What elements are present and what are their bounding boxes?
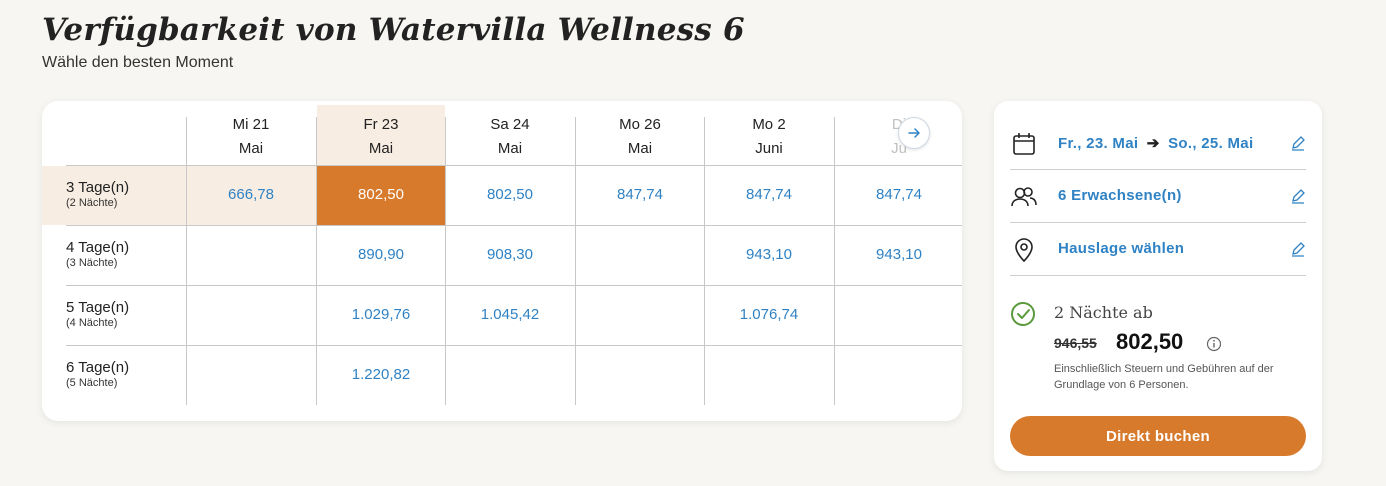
calendar-icon <box>1013 133 1035 155</box>
tax-note: Einschließlich Steuern und Gebühren auf … <box>1054 363 1274 391</box>
row-label-3-tage: 3 Tage(n) (2 Nächte) <box>66 179 130 209</box>
nights-label: 2 Nächte ab <box>1054 303 1153 322</box>
edit-pencil-icon[interactable] <box>1290 135 1306 151</box>
booking-summary-card: Fr., 23. Mai ➔ So., 25. Mai 6 Erwachsene… <box>994 101 1322 471</box>
date-from: Fr., 23. Mai <box>1058 135 1139 152</box>
arrow-icon: ➔ <box>1146 135 1160 152</box>
price-cell[interactable]: 847,74 <box>876 186 922 203</box>
price-cell[interactable]: 1.029,76 <box>351 306 411 323</box>
info-icon[interactable] <box>1206 336 1222 352</box>
date-to: So., 25. Mai <box>1168 135 1254 152</box>
old-price: 946,55 <box>1054 335 1097 351</box>
page-title: Verfügbarkeit von Watervilla Wellness 6 <box>42 12 745 48</box>
people-icon <box>1011 187 1037 207</box>
date-range-row[interactable]: Fr., 23. Mai ➔ So., 25. Mai <box>1010 117 1306 170</box>
price-cell-selected[interactable]: 802,50 <box>358 186 404 203</box>
guests-text: 6 Erwachsene(n) <box>1058 187 1182 204</box>
price-cell[interactable]: 943,10 <box>746 246 792 263</box>
location-row[interactable]: Hauslage wählen <box>1010 223 1306 276</box>
date-range-text: Fr., 23. Mai ➔ So., 25. Mai <box>1058 134 1253 152</box>
selected-cell-background <box>317 166 445 225</box>
arrow-right-icon <box>908 128 920 138</box>
column-header-mo-2[interactable]: Mo 2 Juni <box>752 116 786 157</box>
page-subtitle: Wähle den besten Moment <box>42 54 234 71</box>
selected-row-highlight <box>42 166 317 225</box>
price-cell[interactable]: 908,30 <box>487 246 533 263</box>
selected-column-highlight <box>317 105 445 165</box>
row-label-5-tage: 5 Tage(n) (4 Nächte) <box>66 299 130 329</box>
book-now-button[interactable]: Direkt buchen <box>1010 416 1306 456</box>
price-cell[interactable]: 1.220,82 <box>351 366 411 383</box>
price-cell[interactable]: 943,10 <box>876 246 922 263</box>
column-header-mi-21[interactable]: Mi 21 Mai <box>232 116 270 157</box>
price-cell[interactable]: 1.045,42 <box>480 306 540 323</box>
edit-pencil-icon[interactable] <box>1290 188 1306 204</box>
location-pin-icon <box>1015 238 1033 263</box>
price-cell[interactable]: 847,74 <box>746 186 792 203</box>
edit-pencil-icon[interactable] <box>1290 241 1306 257</box>
location-text: Hauslage wählen <box>1058 240 1185 257</box>
price-cell[interactable]: 666,78 <box>228 186 274 203</box>
price-cell[interactable]: 1.076,74 <box>739 306 799 323</box>
column-header-sa-24[interactable]: Sa 24 Mai <box>490 116 530 157</box>
price-cell[interactable]: 890,90 <box>358 246 404 263</box>
current-price: 802,50 <box>1116 329 1184 354</box>
check-circle-icon <box>1011 302 1035 326</box>
guests-row[interactable]: 6 Erwachsene(n) <box>1010 170 1306 223</box>
price-cell[interactable]: 802,50 <box>487 186 533 203</box>
row-label-6-tage: 6 Tage(n) (5 Nächte) <box>66 359 130 389</box>
price-cell[interactable]: 847,74 <box>617 186 663 203</box>
next-dates-button[interactable] <box>898 117 930 149</box>
availability-grid: Mi 21 Mai Fr 23 Mai Sa 24 Mai Mo 26 Mai … <box>42 101 962 421</box>
row-label-4-tage: 4 Tage(n) (3 Nächte) <box>66 239 130 269</box>
column-header-mo-26[interactable]: Mo 26 Mai <box>619 116 661 157</box>
column-header-fr-23[interactable]: Fr 23 Mai <box>363 116 399 157</box>
